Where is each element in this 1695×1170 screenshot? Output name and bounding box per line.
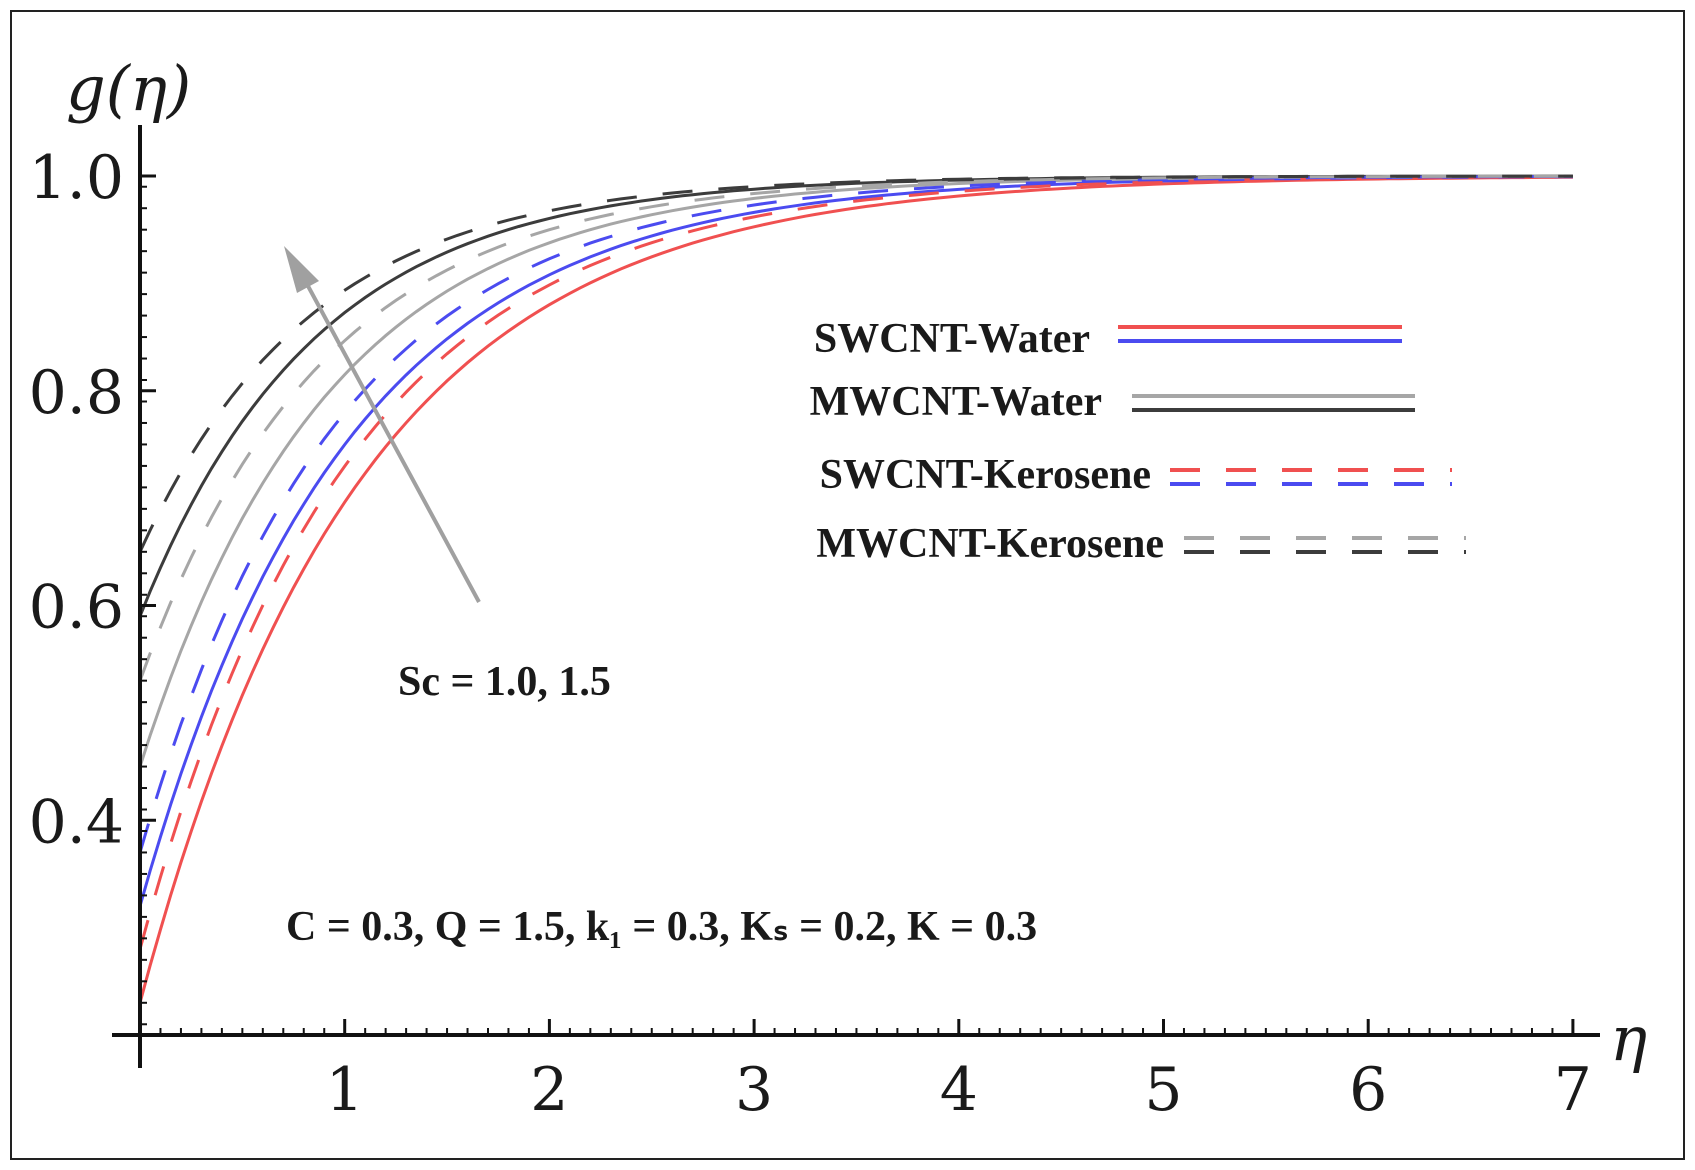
outer-border [10, 10, 1685, 1160]
x-tick-label: 2 [530, 1055, 568, 1125]
direction-arrow-shaft [306, 285, 481, 603]
params-label: C = 0.3, Q = 1.5, k₁ = 0.3, Kₛ = 0.2, K … [286, 904, 1037, 950]
y-tick-label: 0.6 [29, 573, 124, 643]
legend-label-swcnt-kerosene: SWCNT-Kerosene [820, 452, 1151, 498]
x-tick-label: 3 [735, 1055, 773, 1125]
x-tick-label: 7 [1554, 1055, 1592, 1125]
sc-label: Sc = 1.0, 1.5 [398, 659, 611, 705]
curve-1 [138, 175, 1573, 1004]
legend-swatches [1118, 325, 1466, 554]
plot-curves [138, 174, 1573, 1004]
x-tick-label: 5 [1144, 1055, 1182, 1125]
x-tick-label: 4 [940, 1055, 978, 1125]
direction-arrow-head [284, 246, 319, 293]
direction-arrow [284, 246, 481, 603]
y-tick-label: 0.8 [29, 358, 124, 428]
x-tick-label: 6 [1349, 1055, 1387, 1125]
x-tick-label: 1 [326, 1055, 364, 1125]
ticks: 1 2 3 4 5 6 7 0.4 0.6 0.8 1.0 [29, 143, 1592, 1125]
x-axis-title: η [1610, 1002, 1647, 1075]
legend-label-swcnt-water: SWCNT-Water [814, 316, 1090, 362]
curve-8 [138, 174, 1573, 553]
y-axis-title: g(η) [66, 52, 191, 125]
legend-label-mwcnt-water: MWCNT-Water [810, 379, 1102, 425]
legend-label-mwcnt-kerosene: MWCNT-Kerosene [816, 521, 1164, 567]
y-tick-label: 1.0 [29, 143, 124, 213]
curve-7 [138, 174, 1573, 682]
curve-5 [138, 175, 1573, 950]
legend: SWCNT-Water MWCNT-Water SWCNT-Kerosene M… [810, 316, 1466, 567]
y-tick-label: 0.4 [29, 787, 124, 857]
